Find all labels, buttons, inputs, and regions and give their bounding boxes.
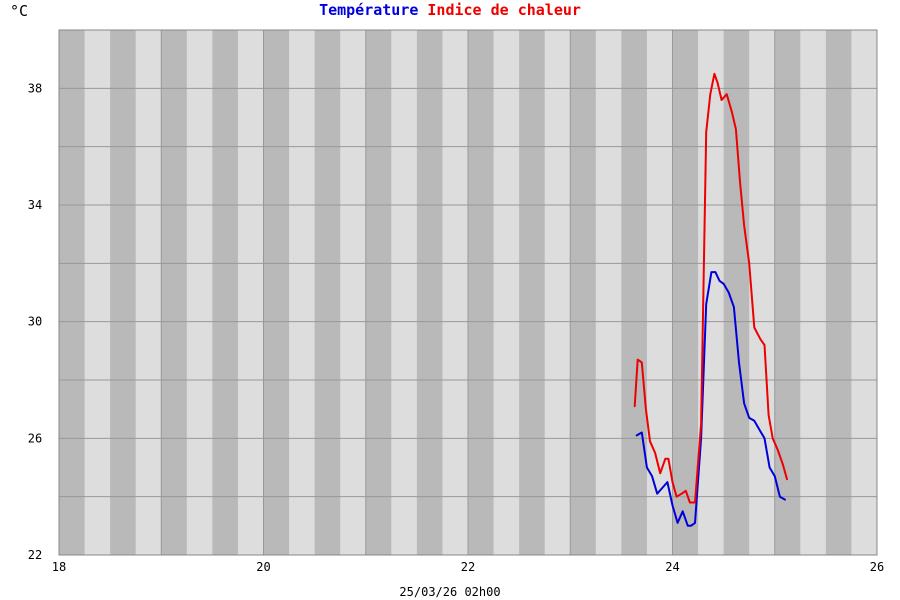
x-tick-label: 20: [256, 560, 270, 574]
y-tick-label: 34: [28, 198, 42, 212]
y-tick-label: 26: [28, 431, 42, 445]
night-band: [672, 30, 699, 555]
night-band: [519, 30, 545, 555]
x-tick-label: 18: [52, 560, 66, 574]
night-band: [314, 30, 341, 555]
night-band: [723, 30, 750, 555]
night-band: [570, 30, 596, 555]
night-band: [416, 30, 443, 555]
y-tick-label: 30: [28, 315, 42, 329]
night-band: [59, 30, 85, 555]
night-band: [263, 30, 290, 555]
y-tick-label: 22: [28, 548, 42, 562]
night-band: [468, 30, 494, 555]
x-tick-labels: 18 20 22 24 26: [52, 560, 884, 574]
legend-temperature: Température: [319, 1, 418, 19]
night-band: [212, 30, 238, 555]
x-axis-label: 25/03/26 02h00: [399, 585, 500, 599]
x-tick-label: 22: [461, 560, 475, 574]
night-band: [774, 30, 801, 555]
legend-heat-index: Indice de chaleur: [427, 1, 581, 19]
night-band: [161, 30, 187, 555]
night-band: [365, 30, 392, 555]
night-band: [825, 30, 852, 555]
x-tick-label: 24: [665, 560, 679, 574]
night-band: [110, 30, 136, 555]
y-tick-label: 38: [28, 81, 42, 95]
y-axis-unit: °C: [10, 2, 28, 20]
y-tick-labels: 22 26 30 34 38: [28, 81, 42, 562]
series-layer: [633, 72, 788, 527]
series-line-heat-index: [633, 72, 788, 504]
x-tick-label: 26: [870, 560, 884, 574]
series-line-temperature: [635, 271, 786, 527]
night-band: [621, 30, 647, 555]
plot-frame: [58, 29, 878, 556]
legend: Température Indice de chaleur: [319, 1, 581, 19]
